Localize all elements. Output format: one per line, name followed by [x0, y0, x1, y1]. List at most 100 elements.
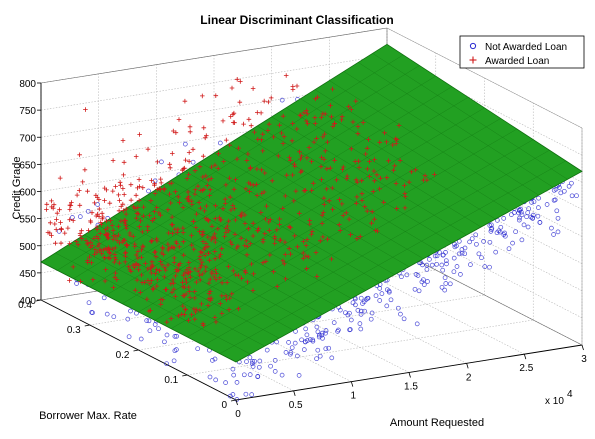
point-awarded [51, 202, 57, 207]
point-awarded [353, 98, 359, 104]
point-awarded [193, 225, 199, 230]
point-not-awarded [243, 391, 249, 397]
point-awarded [369, 209, 375, 214]
point-awarded [185, 189, 191, 195]
point-awarded [118, 183, 123, 188]
point-awarded [314, 136, 319, 141]
y-tick-label: 0.1 [164, 375, 178, 386]
point-awarded [54, 217, 59, 222]
point-awarded [363, 151, 368, 157]
point-not-awarded [481, 239, 486, 244]
point-awarded [290, 121, 295, 126]
point-awarded [145, 278, 151, 283]
point-awarded [339, 117, 344, 123]
point-awarded [228, 239, 233, 245]
point-awarded [202, 246, 207, 252]
point-awarded [286, 246, 292, 251]
point-awarded [86, 228, 91, 233]
point-not-awarded [473, 232, 479, 238]
point-awarded [213, 216, 218, 221]
point-not-awarded [467, 239, 472, 245]
point-not-awarded [488, 222, 494, 228]
point-awarded [319, 212, 325, 218]
point-awarded [125, 243, 130, 248]
point-not-awarded [493, 249, 499, 255]
point-awarded [158, 187, 163, 192]
point-not-awarded [553, 186, 559, 192]
point-awarded [259, 191, 265, 196]
point-awarded [242, 221, 248, 226]
point-awarded [121, 192, 127, 197]
point-awarded [128, 197, 134, 203]
point-awarded [95, 243, 101, 249]
point-awarded [181, 166, 186, 172]
point-awarded [77, 203, 83, 208]
x-tick-label: 1.5 [404, 382, 418, 393]
point-awarded [83, 107, 88, 112]
point-awarded [148, 239, 154, 244]
point-awarded [143, 261, 148, 266]
grid-side-z [386, 136, 583, 237]
point-awarded [236, 306, 241, 312]
point-not-awarded [525, 224, 531, 230]
plane-mesh-line [170, 128, 518, 329]
point-awarded [268, 95, 274, 101]
point-awarded [280, 113, 286, 119]
point-awarded [189, 233, 194, 238]
point-awarded [212, 256, 218, 261]
point-awarded [93, 193, 99, 198]
point-not-awarded [369, 310, 375, 316]
point-awarded [136, 177, 142, 182]
point-awarded [230, 203, 236, 208]
point-awarded [200, 271, 205, 277]
point-not-awarded [182, 141, 188, 147]
grid-side-z [386, 54, 583, 156]
point-not-awarded [213, 377, 219, 383]
point-awarded [205, 303, 211, 308]
point-not-awarded [362, 308, 367, 314]
point-awarded [196, 200, 202, 205]
point-not-awarded [518, 209, 524, 215]
point-awarded [173, 267, 179, 272]
point-awarded [176, 194, 181, 200]
point-awarded [249, 261, 254, 267]
point-awarded [377, 186, 382, 192]
point-awarded [292, 233, 297, 239]
point-awarded [182, 98, 188, 104]
point-not-awarded [425, 279, 430, 284]
point-awarded [311, 181, 316, 186]
point-awarded [364, 146, 370, 151]
point-not-awarded [440, 267, 446, 273]
point-awarded [250, 221, 256, 226]
point-awarded [274, 284, 280, 289]
point-awarded [212, 162, 218, 168]
plane-mesh-line [138, 107, 485, 313]
point-not-awarded [519, 212, 525, 218]
point-awarded [136, 263, 142, 268]
y-tick-label: 0.3 [67, 325, 81, 336]
point-awarded [160, 245, 165, 250]
point-awarded [216, 151, 221, 156]
point-awarded [203, 264, 209, 270]
point-not-awarded [287, 351, 293, 357]
point-awarded [197, 164, 203, 169]
point-awarded [207, 193, 212, 198]
x-tick-mark [466, 363, 469, 369]
point-not-awarded [549, 225, 554, 231]
point-not-awarded [569, 193, 575, 199]
legend-marker-not-awarded [469, 42, 477, 50]
point-awarded [201, 125, 207, 131]
point-awarded [200, 239, 206, 244]
point-awarded [366, 137, 371, 142]
point-awarded [189, 198, 194, 204]
x-tick-label: 1 [351, 391, 357, 402]
point-awarded [262, 231, 268, 236]
point-awarded [200, 93, 205, 99]
point-awarded [122, 220, 128, 226]
point-awarded [80, 179, 85, 185]
point-awarded [192, 266, 198, 272]
point-awarded [102, 278, 108, 284]
point-awarded [186, 150, 192, 155]
point-awarded [198, 265, 203, 270]
point-not-awarded [283, 350, 289, 355]
